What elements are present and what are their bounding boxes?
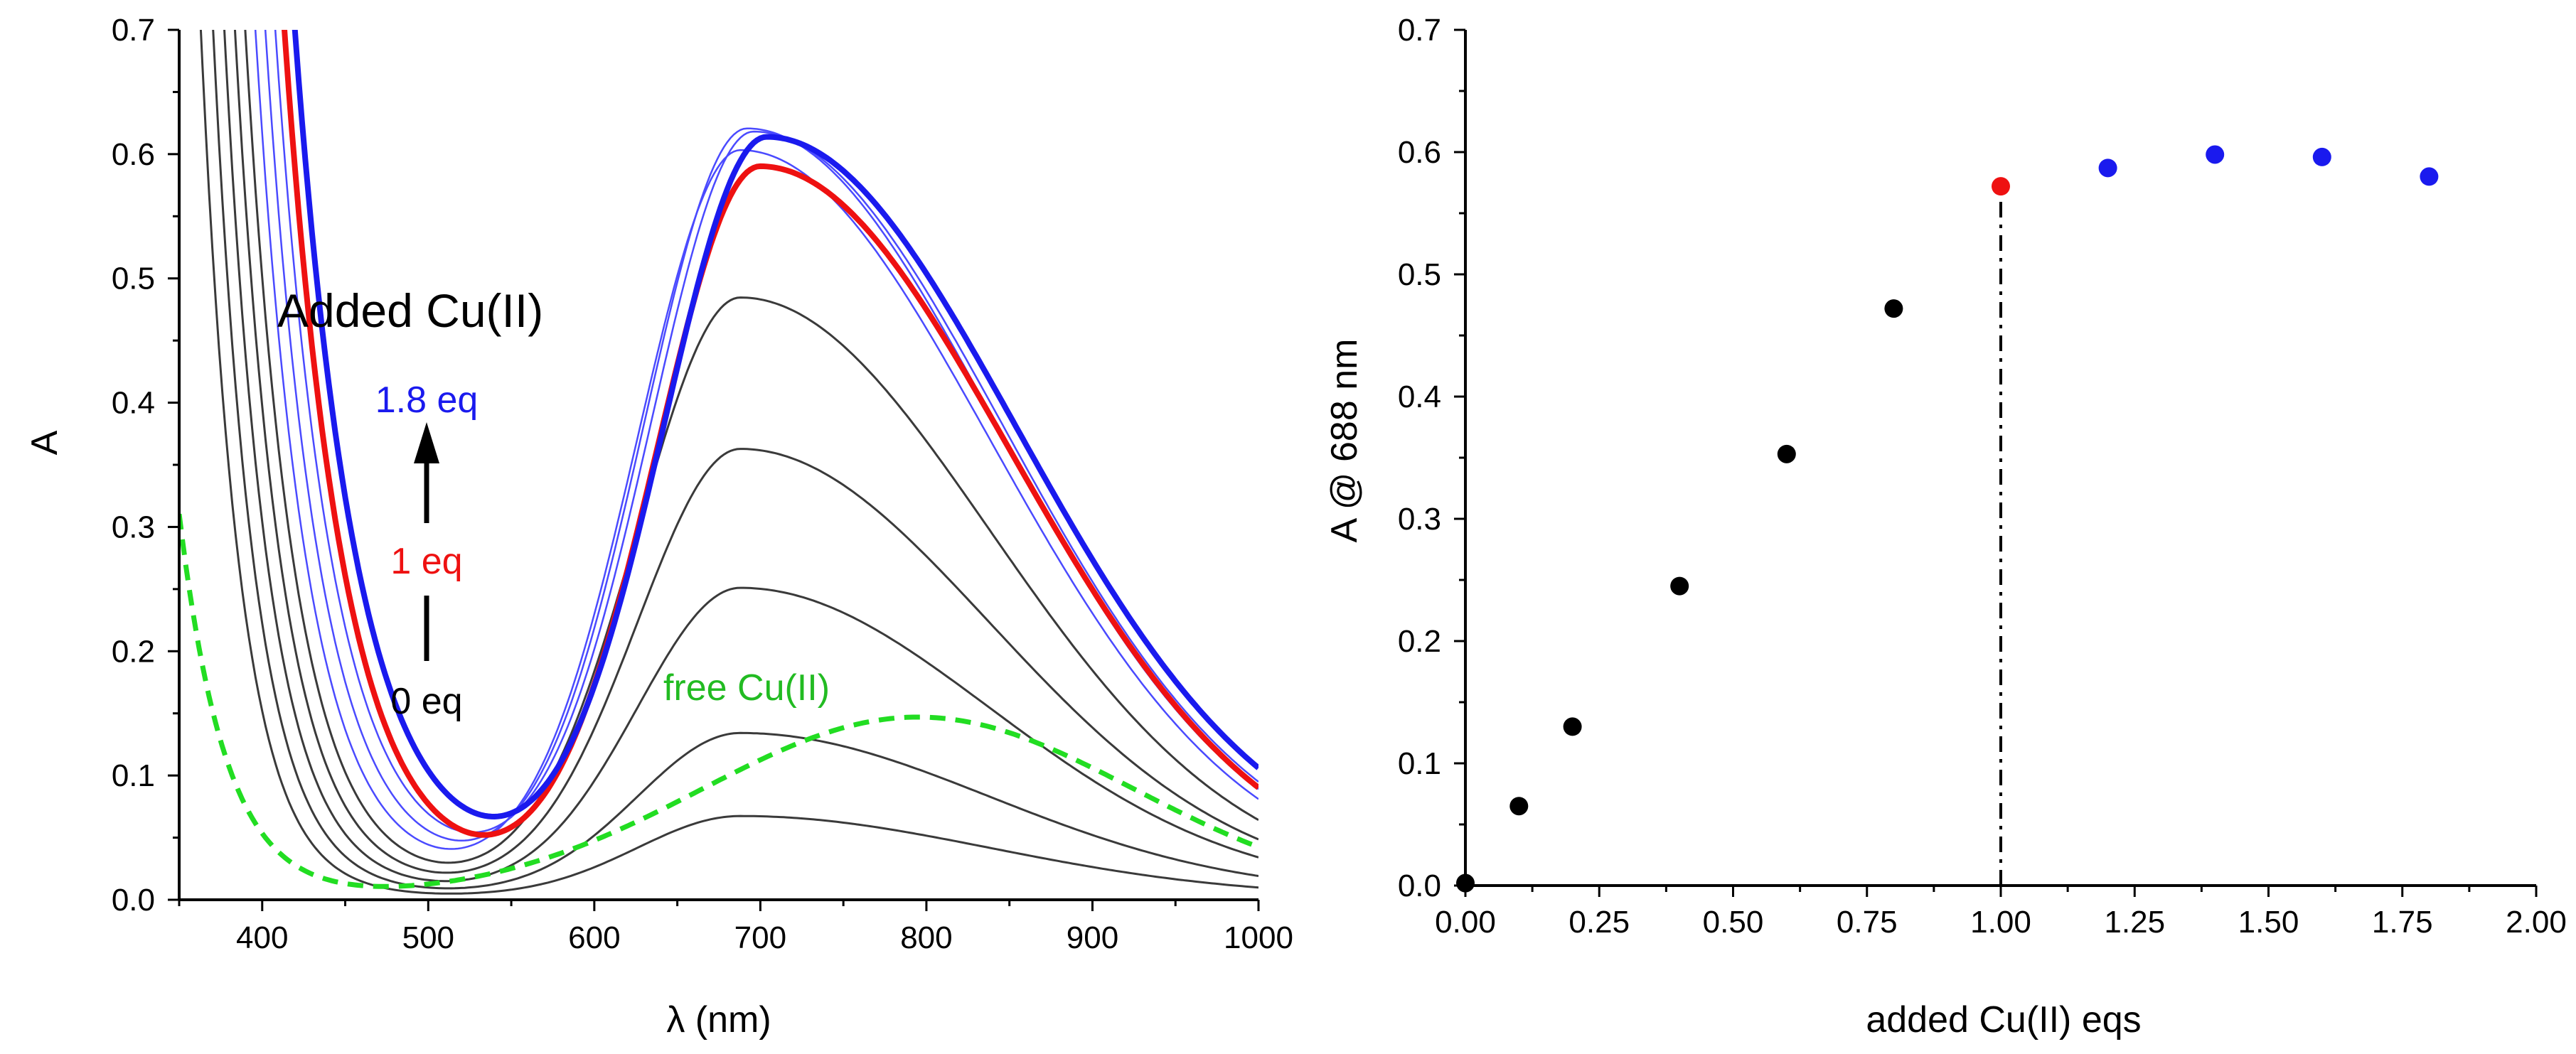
- x-tick-label: 600: [568, 920, 620, 955]
- spectrum-line-1-6-eq: [274, 30, 1258, 834]
- annotation-1-eq: 1 eq: [390, 541, 462, 582]
- annotation-free-cu: free Cu(II): [663, 667, 830, 709]
- titration-panel: 0.00 0.25 0.50 0.75 1.00 1.25 1.50 1.75 2.00 0.0 0…: [1324, 13, 2567, 1040]
- spectrum-line-1-2-eq: [254, 30, 1258, 850]
- x-tick-label: 700: [734, 920, 786, 955]
- spectrum-line-1-eq: [282, 30, 1258, 838]
- x-axis-label-right: added Cu(II) eqs: [1866, 999, 2141, 1040]
- x-tick-label: 500: [402, 920, 454, 955]
- data-point: [1456, 873, 1475, 893]
- data-point: [2312, 147, 2331, 166]
- y-tick-label: 0.4: [112, 386, 155, 421]
- data-point: [2420, 167, 2439, 186]
- y-tick-label-right: 0.7: [1398, 13, 1441, 48]
- spectrum-line-0-2-eq: [212, 30, 1258, 890]
- y-tick-label-right: 0.0: [1398, 869, 1441, 903]
- titration-points: [1456, 145, 2439, 893]
- data-point: [2206, 145, 2225, 164]
- y-tick-label-right: 0.4: [1398, 380, 1441, 414]
- x-tick-label: 900: [1067, 920, 1118, 955]
- x-axis-label: λ (nm): [666, 999, 771, 1040]
- x-tick-label-right: 0.00: [1435, 905, 1496, 940]
- x-tick-label: 1000: [1224, 920, 1293, 955]
- spectrum-line-1-8-eq: [292, 30, 1258, 820]
- arrow-up-icon: [414, 422, 439, 661]
- y-tick-label-right: 0.2: [1398, 624, 1441, 659]
- y-tick-label-right: 0.1: [1398, 746, 1441, 781]
- y-tick-label: 0.5: [112, 262, 155, 296]
- y-tick-label: 0.1: [112, 758, 155, 793]
- y-tick-label: 0.7: [112, 13, 155, 48]
- x-tick-label-right: 2.00: [2506, 905, 2567, 940]
- y-tick-label: 0.2: [112, 634, 155, 669]
- x-tick-label-right: 1.50: [2238, 905, 2299, 940]
- x-tick-label: 400: [236, 920, 288, 955]
- x-tick-label: 800: [900, 920, 952, 955]
- y-axis-label-right: A @ 688 nm: [1324, 339, 1365, 543]
- data-point: [1670, 576, 1689, 596]
- spectrum-line-0-4-eq: [223, 30, 1258, 883]
- spectra-curves: [179, 30, 1258, 895]
- data-point: [1777, 444, 1796, 463]
- x-tick-label-right: 1.75: [2372, 905, 2433, 940]
- x-tick-label-right: 0.75: [1837, 905, 1898, 940]
- annotation-added-cu: Added Cu(II): [277, 284, 543, 337]
- y-tick-label-right: 0.6: [1398, 135, 1441, 170]
- data-point: [1509, 797, 1529, 816]
- y-axis-label: A: [24, 430, 65, 455]
- data-point: [2098, 158, 2117, 178]
- data-point: [1884, 299, 1903, 318]
- x-tick-label-right: 1.25: [2104, 905, 2165, 940]
- y-tick-label: 0.3: [112, 510, 155, 544]
- y-tick-label: 0.6: [112, 137, 155, 172]
- data-point: [1563, 717, 1582, 736]
- data-point: [1992, 177, 2010, 196]
- titration-axes: 0.00 0.25 0.50 0.75 1.00 1.25 1.50 1.75 2.00 0.0 0…: [1398, 13, 2567, 940]
- y-tick-label: 0.0: [112, 883, 155, 918]
- spectra-axes: 400 500 600 700 800 900 1000 0.0 0.1 0.2 0.3 0.4 0.5…: [112, 13, 1293, 955]
- spectrum-line-0-8-eq: [244, 30, 1258, 864]
- annotation-1-8-eq: 1.8 eq: [375, 380, 479, 421]
- spectra-panel: 400 500 600 700 800 900 1000 0.0 0.1 0.2 0.3 0.4 0.5…: [24, 13, 1293, 1040]
- x-tick-label-right: 1.00: [1970, 905, 2031, 940]
- y-tick-label-right: 0.5: [1398, 257, 1441, 292]
- spectrum-line-free-cu-ii: [179, 513, 1258, 889]
- y-tick-label-right: 0.3: [1398, 502, 1441, 537]
- annotation-0-eq: 0 eq: [390, 681, 462, 722]
- x-tick-label-right: 0.50: [1703, 905, 1764, 940]
- spectrum-line-0-1-eq: [199, 30, 1258, 895]
- spectrum-line-0-6-eq: [233, 30, 1258, 874]
- x-tick-label-right: 0.25: [1568, 905, 1630, 940]
